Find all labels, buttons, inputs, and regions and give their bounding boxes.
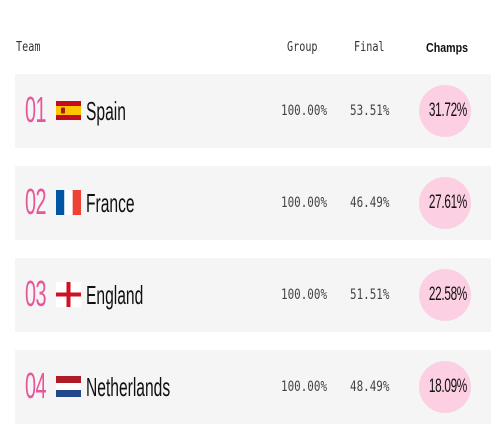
netherlands-flag-icon (56, 374, 81, 399)
final-probability: 48.49% (350, 379, 390, 395)
team-name: Netherlands (86, 372, 171, 402)
champs-badge: 22.58% (419, 269, 471, 321)
final-probability: 46.49% (350, 195, 390, 211)
england-flag-icon (56, 282, 81, 307)
champs-badge: 31.72% (419, 85, 471, 137)
rank-number: 03 (25, 273, 46, 314)
group-probability: 100.00% (281, 195, 328, 211)
champs-badge: 18.09% (419, 361, 471, 413)
header-team: Team (16, 40, 41, 55)
standings-table: Team Group Final Champs 01 Spain 100.00%… (15, 26, 491, 442)
header-final: Final (354, 40, 385, 55)
final-probability: 53.51% (350, 103, 390, 119)
team-name: England (86, 280, 144, 310)
table-row[interactable]: 02 France 100.00% 46.49% 27.61% (15, 166, 491, 240)
table-row[interactable]: 01 Spain 100.00% 53.51% 31.72% (15, 74, 491, 148)
table-header: Team Group Final Champs (15, 26, 491, 74)
table-row[interactable]: 04 Netherlands 100.00% 48.49% 18.09% (15, 350, 491, 424)
table-row[interactable]: 03 England 100.00% 51.51% 22.58% (15, 258, 491, 332)
rank-number: 01 (25, 89, 46, 130)
header-champs: Champs (426, 40, 469, 55)
group-probability: 100.00% (281, 287, 328, 303)
team-name: France (86, 188, 135, 218)
group-probability: 100.00% (281, 379, 328, 395)
final-probability: 51.51% (350, 287, 390, 303)
champs-probability: 31.72% (428, 100, 467, 121)
champs-probability: 27.61% (428, 192, 467, 213)
france-flag-icon (56, 190, 81, 215)
champs-badge: 27.61% (419, 177, 471, 229)
team-name: Spain (86, 96, 126, 126)
champs-probability: 18.09% (428, 376, 467, 397)
spain-flag-icon (56, 98, 81, 123)
group-probability: 100.00% (281, 103, 328, 119)
rank-number: 02 (25, 181, 46, 222)
rank-number: 04 (25, 365, 46, 406)
header-group: Group (287, 40, 318, 55)
champs-probability: 22.58% (428, 284, 467, 305)
